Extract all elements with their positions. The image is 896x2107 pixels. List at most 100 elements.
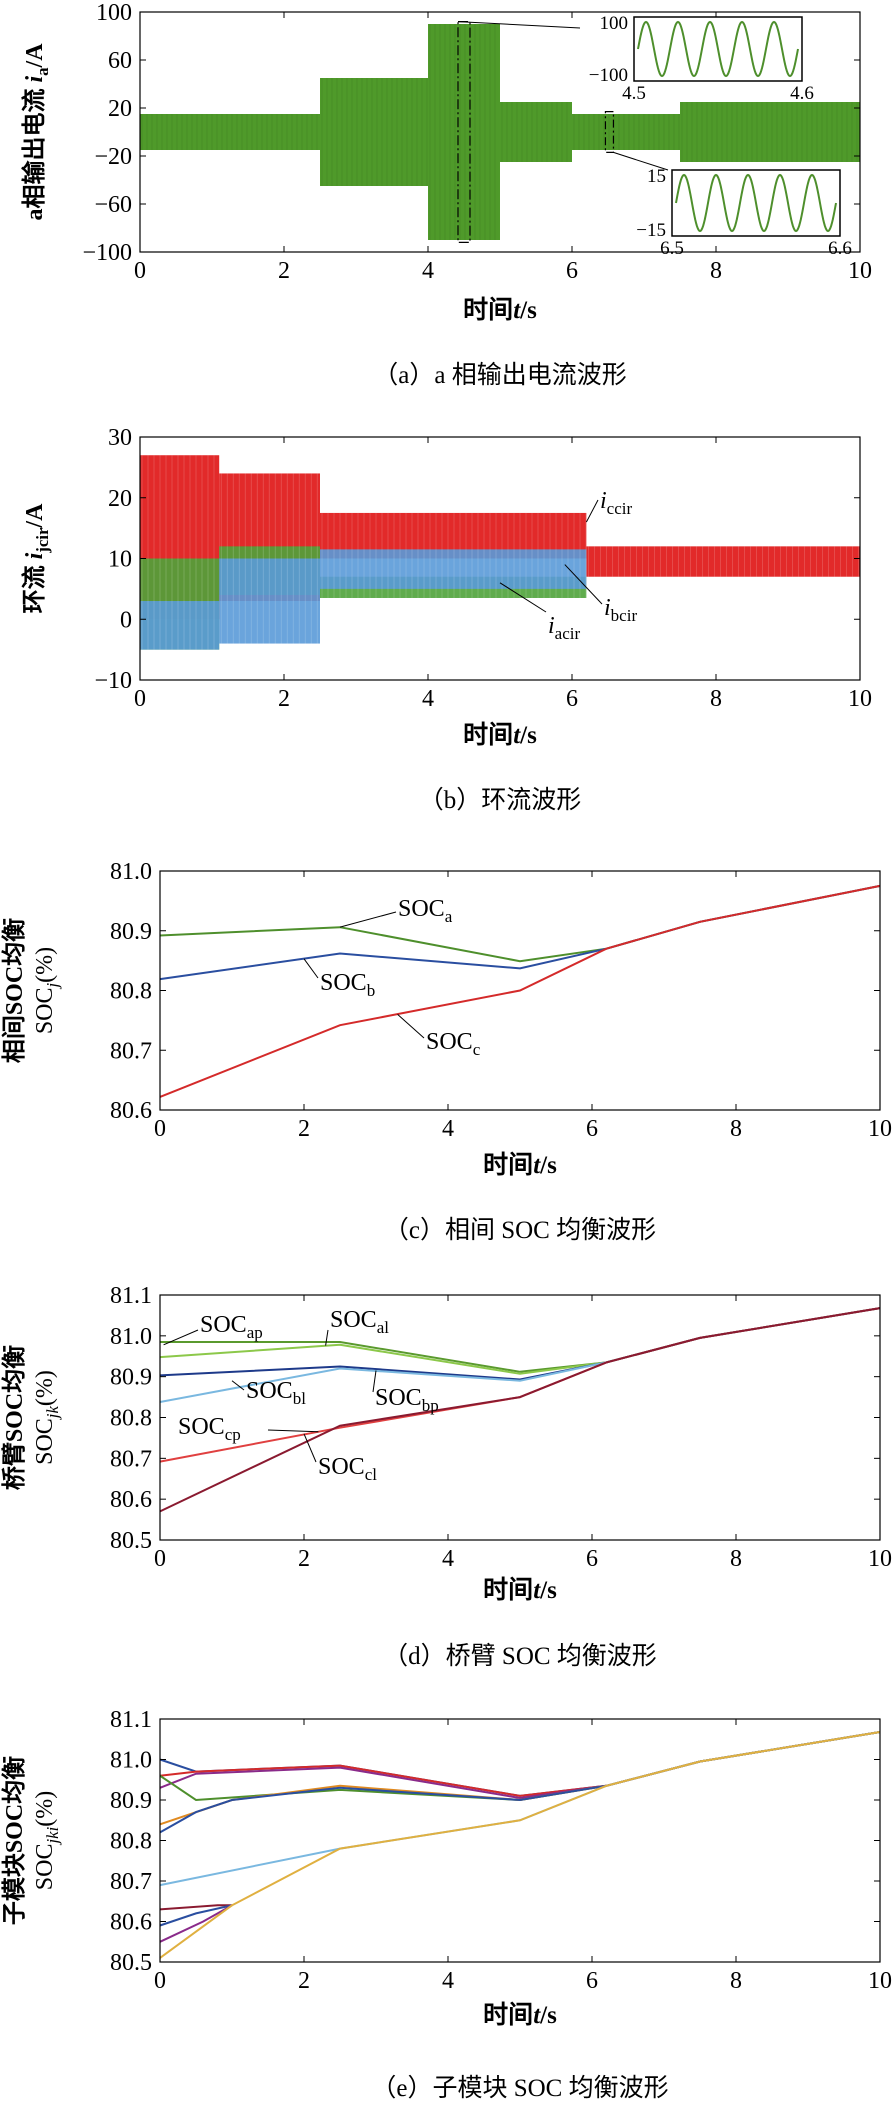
x-axis-label-unit: /s xyxy=(539,1577,557,1604)
series-label: SOCap xyxy=(200,1312,263,1342)
inset-x-right-label: 4.6 xyxy=(790,83,814,104)
y-axis-label-unit: (%) xyxy=(32,947,58,983)
y-tick-label: 0 xyxy=(120,607,132,633)
label-leader xyxy=(325,1329,329,1346)
circulating-current-band xyxy=(219,558,320,644)
series-label: SOCcp xyxy=(178,1414,241,1444)
x-tick-label: 2 xyxy=(298,1968,310,1994)
x-axis-label: 时间t/s xyxy=(463,721,537,749)
x-tick-label: 6 xyxy=(566,258,578,284)
series-label-name: SOC xyxy=(200,1312,247,1338)
x-tick-label: 4 xyxy=(422,686,434,712)
series-line xyxy=(159,1904,232,1911)
inset-y-bottom-label: −15 xyxy=(636,220,666,241)
x-axis-label-var: t xyxy=(533,1577,541,1604)
y-tick-label: 80.5 xyxy=(110,1528,152,1554)
series-label-name: SOC xyxy=(330,1307,377,1333)
label-leader xyxy=(231,1380,245,1391)
x-tick-label: 6 xyxy=(586,1968,598,1994)
current-waveform-band xyxy=(572,114,680,150)
y-tick-label: 81.0 xyxy=(110,859,152,885)
series-label-name: SOC xyxy=(320,970,367,996)
x-tick-label: 10 xyxy=(868,1968,892,1994)
y-tick-label: 80.6 xyxy=(110,1910,152,1936)
y-tick-label: 80.5 xyxy=(110,1950,152,1976)
y-axis-label-unit: /A xyxy=(22,503,48,529)
y-tick-label: 60 xyxy=(108,48,132,74)
x-axis-label-text: 时间 xyxy=(483,2001,533,2029)
label-leader xyxy=(585,499,599,523)
y-axis-label-line2: SOCjk(%) xyxy=(32,1370,62,1465)
series-line xyxy=(159,1904,233,1927)
series-label-subscript: acir xyxy=(555,624,581,643)
x-axis-label-unit: /s xyxy=(539,1152,557,1179)
y-tick-label: 80.8 xyxy=(110,1406,152,1432)
y-axis-label-line2: SOCjki(%) xyxy=(32,1791,62,1890)
label-leader xyxy=(397,1014,425,1039)
x-tick-label: 6 xyxy=(586,1546,598,1572)
y-tick-label: 80.7 xyxy=(110,1869,152,1895)
series-line xyxy=(159,1731,881,1797)
y-axis-label: 环流 ijcir/A xyxy=(21,503,52,613)
x-axis-label-text: 时间 xyxy=(463,296,513,324)
y-axis-label-unit: /A xyxy=(22,43,48,69)
y-axis-label-var: i xyxy=(22,76,48,83)
y-tick-label: 81.0 xyxy=(110,1748,152,1774)
x-axis-label-unit: /s xyxy=(539,2002,557,2029)
x-tick-label: 4 xyxy=(442,1546,454,1572)
series-label: iccir xyxy=(600,488,632,518)
y-axis-label-text: 环流 xyxy=(21,559,48,613)
x-tick-label: 0 xyxy=(134,258,146,284)
chart-panel-d: 0 2 4 6 8 10 81.1 81.0 80.9 80.8 80.7 80.6 80.5 时间t/s… xyxy=(0,1283,892,1670)
series-label-subscript: b xyxy=(367,981,376,1000)
series-label-subscript: bp xyxy=(422,1396,439,1415)
series-label: ibcir xyxy=(604,595,637,625)
zoom-leader-1 xyxy=(457,21,581,29)
series-label-subscript: c xyxy=(473,1040,481,1059)
series-label: SOCbp xyxy=(375,1385,439,1415)
x-tick-label: 2 xyxy=(278,258,290,284)
series-label-subscript: cp xyxy=(225,1425,241,1444)
inset-y-bottom-label: −100 xyxy=(589,65,628,86)
x-tick-label: 6 xyxy=(586,1116,598,1142)
y-tick-label: 80.8 xyxy=(110,979,152,1005)
series-line xyxy=(159,1307,881,1375)
x-tick-label: 10 xyxy=(848,258,872,284)
y-axis-label-var: SOC xyxy=(32,1418,58,1465)
label-leader xyxy=(499,582,547,613)
series-line xyxy=(159,1904,233,1943)
series-line xyxy=(159,1307,881,1513)
zoom-inset-2: 15 −156.5 6.6 xyxy=(636,166,852,259)
series-label-name: SOC xyxy=(318,1454,365,1480)
y-tick-label: 80.6 xyxy=(110,1487,152,1513)
y-tick-label: 80.9 xyxy=(110,1788,152,1814)
x-tick-label: 8 xyxy=(730,1546,742,1572)
label-leader xyxy=(267,1429,319,1433)
inset-y-top-label: 100 xyxy=(600,13,629,34)
series-label: SOCc xyxy=(426,1029,481,1059)
figure-caption: （b）环流波形 xyxy=(419,786,582,814)
circulating-current-band xyxy=(140,601,220,650)
x-tick-label: 8 xyxy=(730,1116,742,1142)
figure-caption: （d）桥臂 SOC 均衡波形 xyxy=(383,1642,657,1670)
y-tick-label: 80.9 xyxy=(110,919,152,945)
y-tick-label: −60 xyxy=(94,192,132,218)
x-tick-label: 10 xyxy=(868,1546,892,1572)
y-tick-label: 80.9 xyxy=(110,1365,152,1391)
x-tick-label: 8 xyxy=(710,686,722,712)
y-axis-label-var: SOC xyxy=(32,987,58,1034)
x-axis-label: 时间t/s xyxy=(483,1576,557,1604)
series-label: SOCa xyxy=(398,896,453,926)
x-axis-label: 时间t/s xyxy=(483,2001,557,2029)
x-axis-label: 时间t/s xyxy=(483,1151,557,1179)
series-line xyxy=(159,884,881,1098)
series-line xyxy=(159,1307,881,1381)
label-leader xyxy=(339,911,397,928)
y-tick-label: −20 xyxy=(94,144,132,170)
label-leader xyxy=(372,1370,377,1393)
x-axis-label-text: 时间 xyxy=(483,1576,533,1604)
series-line xyxy=(159,1731,881,1802)
x-tick-label: 2 xyxy=(298,1546,310,1572)
